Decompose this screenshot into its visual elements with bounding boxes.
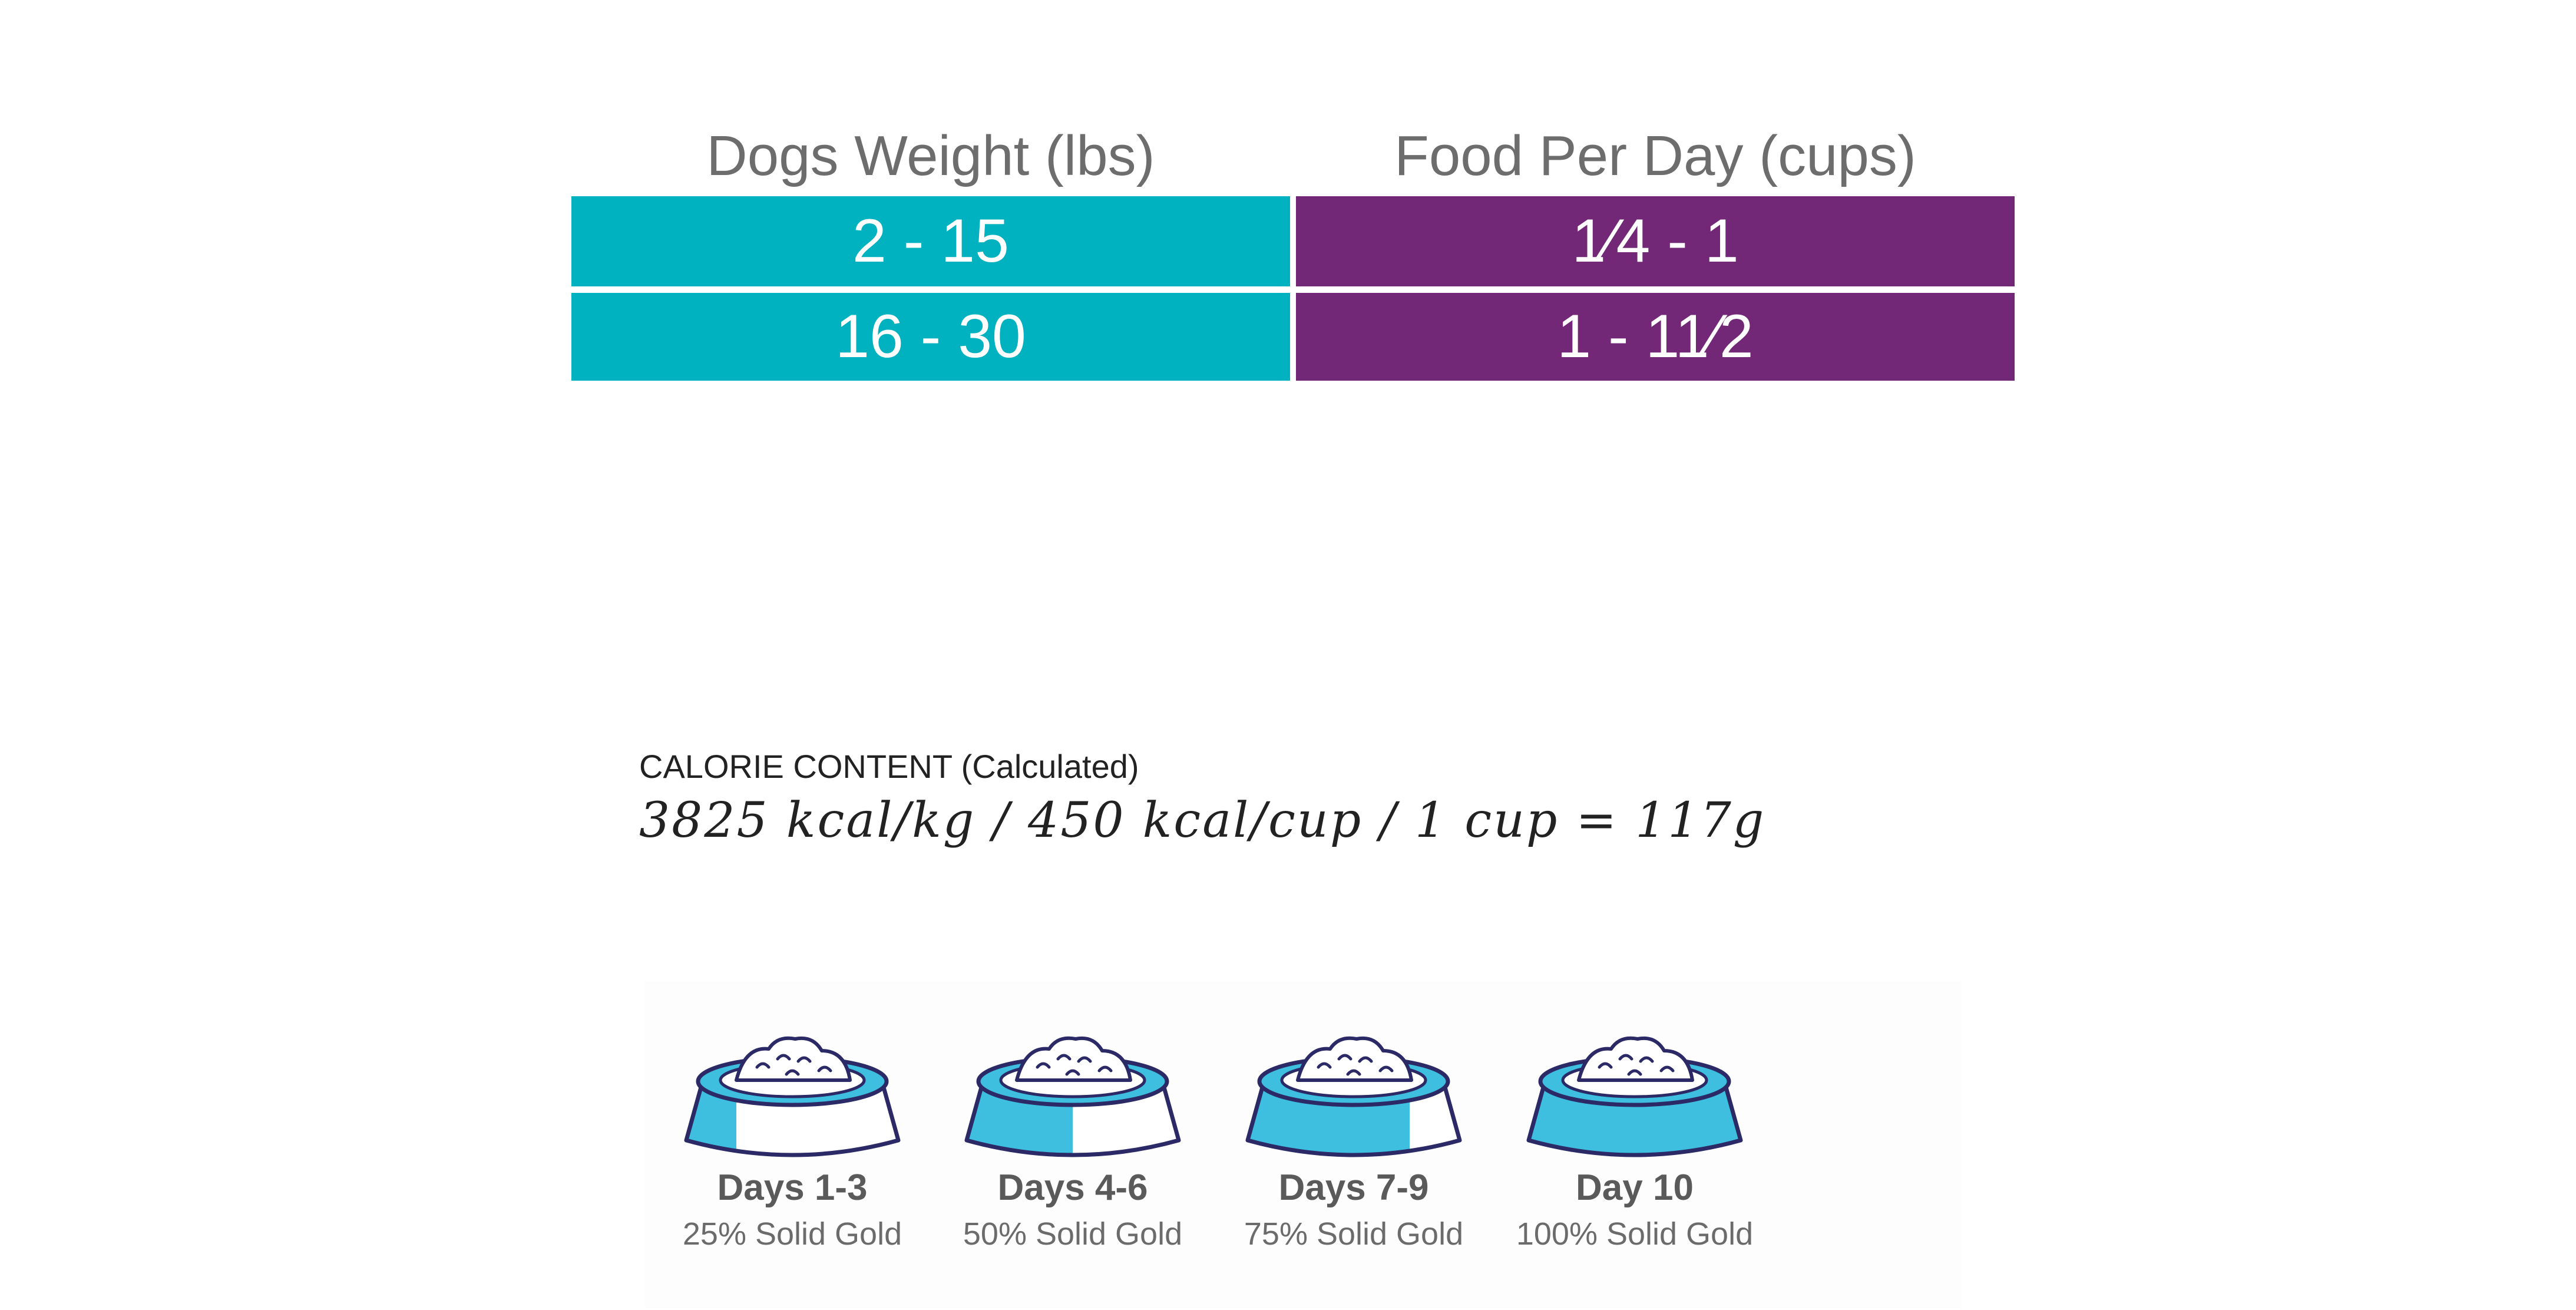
bowl-outline (964, 1087, 1181, 1157)
food-bowl-icon (1526, 1036, 1743, 1157)
kibble-mark (1598, 1062, 1613, 1069)
kibble-mark (1337, 1054, 1353, 1061)
kibble-mark (1627, 1069, 1642, 1076)
kibble-mark (1065, 1069, 1080, 1076)
stage-day-label: Days 4-6 (997, 1167, 1148, 1208)
food-mound (1015, 1036, 1132, 1082)
transition-stage-4: Day 10 100% Solid Gold (1487, 981, 1782, 1308)
food-bowl-icon (1245, 1036, 1462, 1157)
kibble-mark (1639, 1056, 1654, 1063)
kibble-mark (1346, 1069, 1361, 1076)
calorie-content-value: 3825 kcal/kg / 450 kcal/cup / 1 cup = 11… (639, 793, 1766, 849)
weight-cell-row-1: 2 - 15 (571, 196, 1290, 286)
food-column-header: Food Per Day (cups) (1394, 124, 1916, 187)
bowl-outline (1526, 1087, 1743, 1157)
transition-stage-2: Days 4-6 50% Solid Gold (925, 981, 1220, 1308)
food-mound (1577, 1036, 1694, 1082)
kibble-mark (1618, 1054, 1633, 1061)
kibble-mark (755, 1062, 771, 1069)
kibble-mark (1659, 1065, 1675, 1073)
kibble-mark (785, 1069, 800, 1076)
stage-day-label: Days 7-9 (1278, 1167, 1429, 1208)
stage-mix-label: 100% Solid Gold (1516, 1216, 1754, 1252)
weight-cell-row-2: 16 - 30 (571, 293, 1290, 381)
food-cell-row-1: 1⁄4 - 1 (1296, 196, 2015, 286)
transition-schedule: Days 1-3 25% Solid Gold Days 4-6 50% Sol… (645, 981, 1962, 1308)
kibble-mark (776, 1054, 791, 1061)
stage-day-label: Days 1-3 (717, 1167, 868, 1208)
bowl-outline (684, 1087, 901, 1157)
food-mound (735, 1036, 852, 1082)
kibble-mark (1378, 1065, 1394, 1073)
kibble-mark (1036, 1062, 1051, 1069)
food-bowl-icon (684, 1036, 901, 1157)
kibble-mark (1077, 1056, 1092, 1063)
stage-mix-label: 25% Solid Gold (682, 1216, 902, 1252)
transition-stage-3: Days 7-9 75% Solid Gold (1206, 981, 1501, 1308)
kibble-mark (1317, 1062, 1332, 1069)
transition-stage-1: Days 1-3 25% Solid Gold (645, 981, 940, 1308)
stage-day-label: Day 10 (1576, 1167, 1694, 1208)
food-bowl-icon (964, 1036, 1181, 1157)
kibble-mark (1358, 1056, 1373, 1063)
bowl-outline (1245, 1087, 1462, 1157)
weight-column-header: Dogs Weight (lbs) (706, 124, 1155, 187)
stage-mix-label: 75% Solid Gold (1244, 1216, 1464, 1252)
kibble-mark (796, 1056, 812, 1063)
kibble-mark (817, 1065, 832, 1073)
food-cell-row-2: 1 - 11⁄2 (1296, 293, 2015, 381)
kibble-mark (1056, 1054, 1072, 1061)
kibble-mark (1097, 1065, 1113, 1073)
calorie-content-label: CALORIE CONTENT (Calculated) (639, 748, 1139, 785)
bowl-body (686, 1087, 898, 1155)
food-mound (1296, 1036, 1413, 1082)
stage-mix-label: 50% Solid Gold (963, 1216, 1183, 1252)
